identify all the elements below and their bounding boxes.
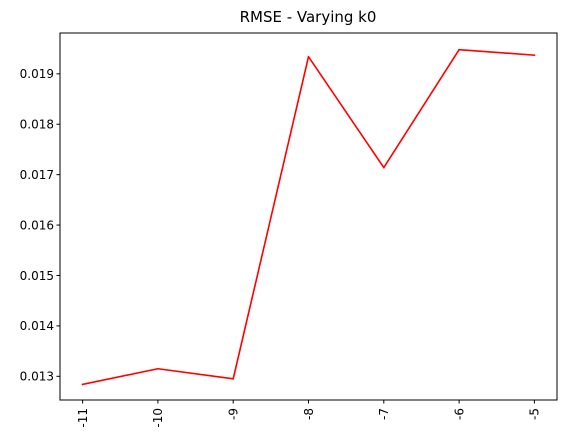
data-point bbox=[232, 378, 234, 380]
x-tick-label: -10 bbox=[151, 408, 165, 428]
x-tick-label: -11 bbox=[76, 408, 90, 428]
x-axis: -11 -10 -9 -8 -7 -6 -5 bbox=[76, 400, 542, 428]
x-tick-label: -8 bbox=[302, 408, 316, 420]
x-tick-label: -7 bbox=[377, 408, 391, 420]
data-point bbox=[383, 166, 385, 169]
y-axis: 0.013 0.014 0.015 0.016 0.017 0.018 0.019 bbox=[20, 67, 60, 384]
series-line bbox=[81, 48, 536, 386]
data-point bbox=[157, 367, 159, 370]
plot-lines bbox=[81, 48, 536, 386]
y-tick-label: 0.019 bbox=[20, 67, 54, 81]
x-tick-label: -5 bbox=[528, 408, 542, 420]
y-tick-label: 0.017 bbox=[20, 168, 54, 182]
y-tick-label: 0.016 bbox=[20, 218, 54, 232]
y-tick-label: 0.015 bbox=[20, 269, 54, 283]
y-tick-label: 0.014 bbox=[20, 319, 54, 333]
data-point bbox=[307, 55, 310, 58]
data-point bbox=[533, 54, 536, 56]
chart-title: RMSE - Varying k0 bbox=[240, 8, 377, 26]
plot-frame bbox=[59, 32, 558, 401]
x-tick-label: -9 bbox=[227, 408, 241, 420]
x-tick-label: -6 bbox=[452, 408, 466, 420]
data-point bbox=[81, 383, 84, 386]
data-point bbox=[458, 48, 460, 51]
y-tick-label: 0.013 bbox=[20, 370, 54, 384]
y-tick-label: 0.018 bbox=[20, 118, 54, 132]
